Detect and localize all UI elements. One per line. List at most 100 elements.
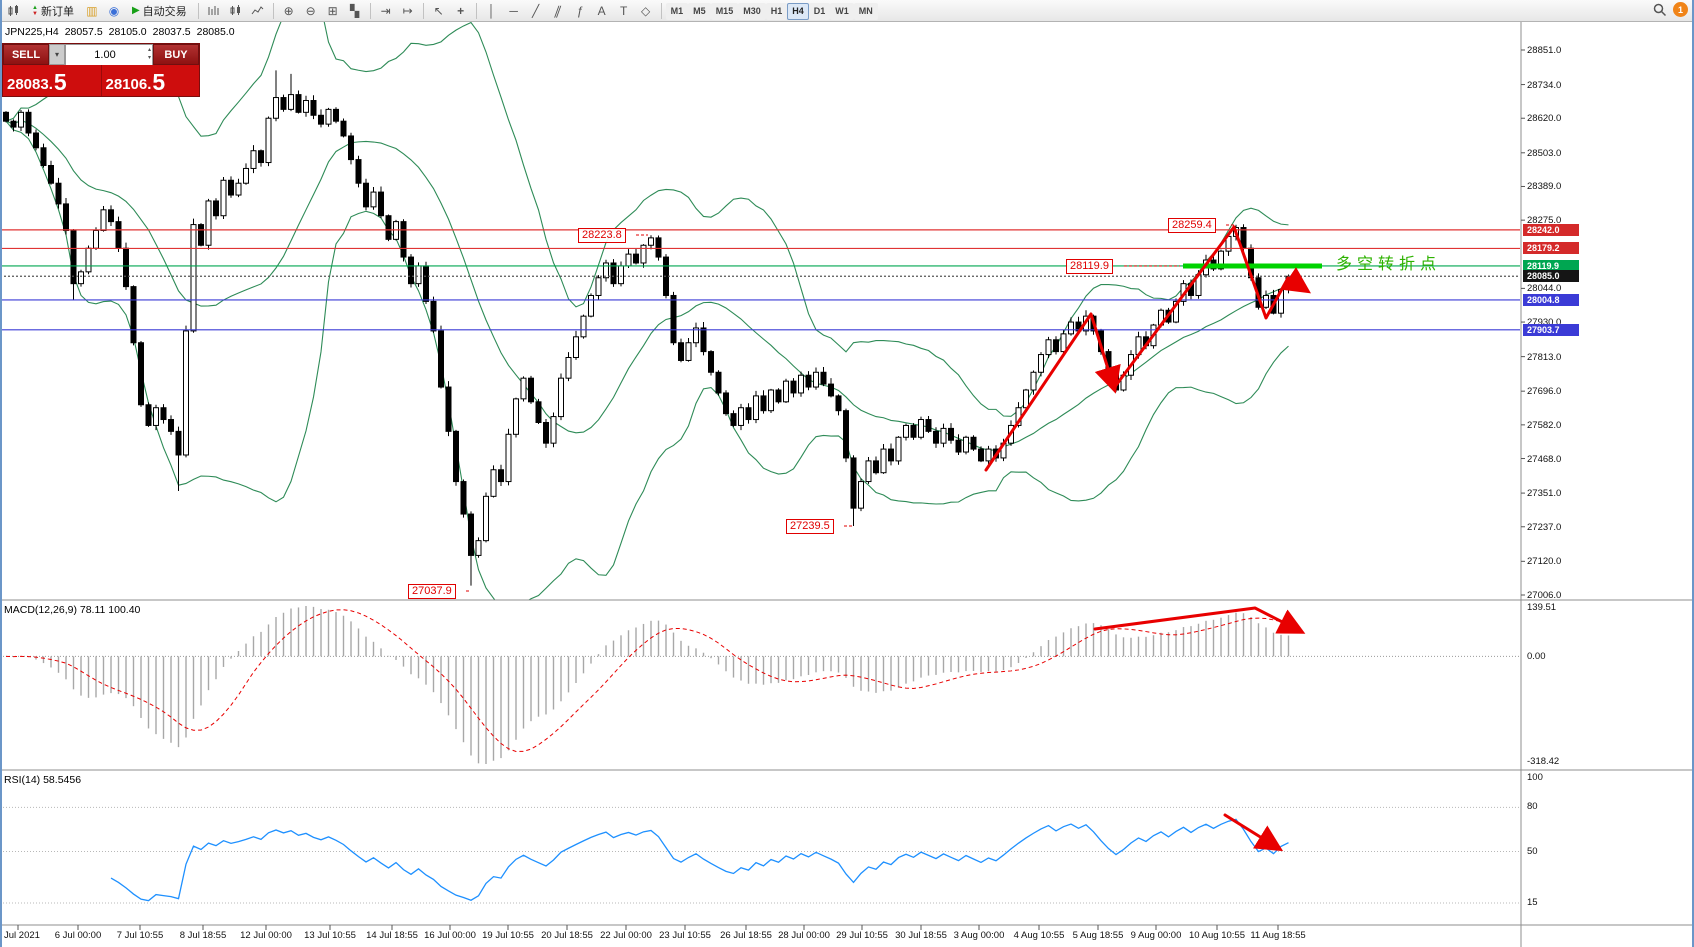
cursor-button[interactable]: ↖ xyxy=(429,1,449,20)
crosshair-button[interactable]: + xyxy=(451,1,471,20)
timeframe-button-M30[interactable]: M30 xyxy=(738,2,766,20)
candle-up xyxy=(813,371,819,388)
candle-down xyxy=(948,427,954,441)
mql-market-button[interactable]: ▥ xyxy=(82,1,102,20)
horizontal-line-button[interactable]: ─ xyxy=(504,1,524,20)
text-label-button[interactable]: T xyxy=(614,1,634,20)
candle-down xyxy=(708,351,714,373)
candle-down xyxy=(745,407,752,421)
candle-up xyxy=(235,182,242,196)
volume-up-icon[interactable]: ▴ xyxy=(147,47,151,53)
zoom-in-button[interactable]: ⊕ xyxy=(279,1,299,20)
candle-up xyxy=(1218,250,1224,270)
timeframe-button-M1[interactable]: M1 xyxy=(665,2,689,20)
candle-up xyxy=(513,398,519,435)
trendline-button[interactable]: ╱ xyxy=(526,1,546,20)
sell-button[interactable]: SELL xyxy=(3,44,49,65)
candle-down xyxy=(730,413,737,426)
trend-arrow[interactable] xyxy=(984,312,1121,472)
rsi-layer[interactable] xyxy=(0,806,1520,904)
volume-input[interactable] xyxy=(66,45,152,65)
toolbar-separator xyxy=(475,2,477,19)
timeframe-button-W1[interactable]: W1 xyxy=(830,2,854,20)
bar-chart-icon xyxy=(208,5,219,15)
volume-dropdown[interactable]: ▾ xyxy=(49,44,65,65)
candle-down xyxy=(468,513,474,556)
bollinger-lower xyxy=(5,120,1289,600)
candle-down xyxy=(760,395,767,412)
candle-down xyxy=(348,135,354,161)
community-button[interactable]: ◉ xyxy=(104,1,124,20)
new-order-label: 新订单 xyxy=(40,5,74,18)
timeframe-button-MN[interactable]: MN xyxy=(853,2,878,20)
chart-shift-button[interactable]: ↦ xyxy=(398,1,418,20)
candle-down xyxy=(910,424,917,438)
text-button[interactable]: A xyxy=(592,1,612,20)
vertical-line-icon: │ xyxy=(487,3,496,18)
candle-down xyxy=(955,439,962,453)
line-chart-icon xyxy=(251,5,264,14)
search-icon[interactable] xyxy=(1653,3,1667,17)
candle-down xyxy=(978,448,984,462)
candle-down xyxy=(145,404,152,426)
timeframe-button-M5[interactable]: M5 xyxy=(688,2,711,20)
trend-arrow[interactable] xyxy=(1093,606,1306,634)
main-chart-layer[interactable] xyxy=(0,0,1520,611)
candle-up xyxy=(415,265,422,285)
arrange-windows-button[interactable]: ▚ xyxy=(345,1,365,20)
trend-arrow[interactable] xyxy=(1232,225,1311,320)
candle-up xyxy=(963,436,969,453)
candle-down xyxy=(805,374,812,388)
shapes-button[interactable]: ◇ xyxy=(636,1,656,20)
candle-down xyxy=(108,209,114,223)
timeframe-button-D1[interactable]: D1 xyxy=(808,2,831,20)
autotrade-button[interactable]: ▶ 自动交易 xyxy=(126,1,193,20)
candle-down xyxy=(385,215,392,240)
horizontal-line-icon: ─ xyxy=(509,3,518,18)
tile-windows-button[interactable]: ⊞ xyxy=(323,1,343,20)
candle-up xyxy=(1060,333,1067,353)
candlestick-chart-button[interactable] xyxy=(226,1,246,20)
notification-badge[interactable]: 1 xyxy=(1673,2,1688,17)
symbol-name: JPN225,H4 xyxy=(5,26,59,38)
channel-button[interactable]: ∥ xyxy=(548,1,568,20)
trend-arrow[interactable] xyxy=(1223,813,1284,852)
fibonacci-button[interactable]: ƒ xyxy=(570,1,590,20)
candle-up xyxy=(303,100,309,113)
sell-price[interactable]: 28083. 5 xyxy=(3,65,102,96)
new-order-button[interactable]: ▲ ▼ 新订单 xyxy=(26,1,80,20)
candle-up xyxy=(603,262,609,279)
candle-down xyxy=(655,237,662,258)
vertical-line-button[interactable]: │ xyxy=(482,1,502,20)
bar-chart-button[interactable] xyxy=(204,1,224,20)
candle-up xyxy=(693,327,699,344)
new-chart-button[interactable] xyxy=(4,1,24,20)
auto-scroll-button[interactable]: ⇥ xyxy=(376,1,396,20)
candle-down xyxy=(843,410,849,459)
crosshair-icon: + xyxy=(457,3,465,18)
timeframe-button-H1[interactable]: H1 xyxy=(765,2,788,20)
candle-down xyxy=(48,164,54,184)
buy-button[interactable]: BUY xyxy=(153,44,199,65)
timeframe-button-H4[interactable]: H4 xyxy=(787,2,809,20)
candle-down xyxy=(790,380,797,394)
macd-layer[interactable] xyxy=(0,606,1520,764)
text-label-icon: T xyxy=(619,3,628,18)
zoom-out-button[interactable]: ⊖ xyxy=(301,1,321,20)
candle-up xyxy=(880,448,887,474)
rsi-label: RSI(14) 58.5456 xyxy=(4,774,82,786)
candle-up xyxy=(250,150,257,169)
candle-up xyxy=(490,469,497,497)
volume-down-icon[interactable]: ▾ xyxy=(147,55,151,61)
timeframe-button-M15[interactable]: M15 xyxy=(710,2,739,20)
candle-up xyxy=(783,380,789,403)
buy-price[interactable]: 28106. 5 xyxy=(101,65,199,96)
bollinger-middle xyxy=(5,119,1289,451)
candle-up xyxy=(798,374,804,394)
candle-down xyxy=(715,371,722,394)
line-chart-button[interactable] xyxy=(248,1,268,20)
candle-down xyxy=(445,386,452,432)
candle-down xyxy=(333,108,339,122)
trend-arrow[interactable] xyxy=(1112,225,1236,390)
